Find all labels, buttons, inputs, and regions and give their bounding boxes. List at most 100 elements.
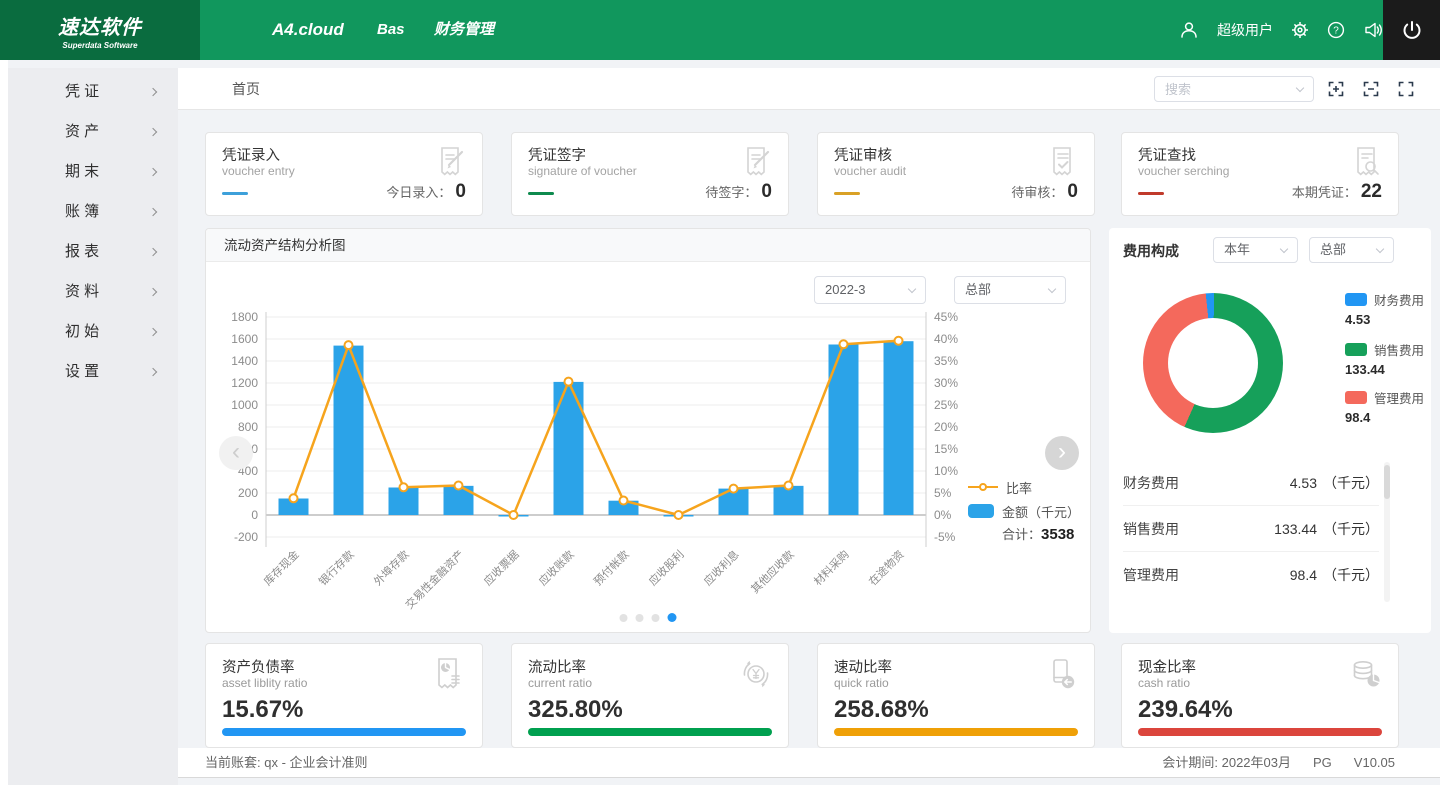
- chart-org-select[interactable]: 总部: [954, 276, 1066, 304]
- zoom-out-icon[interactable]: [1363, 81, 1379, 97]
- donut-legend-sales[interactable]: 销售费用 133.44: [1345, 340, 1431, 377]
- expense-row-admin[interactable]: 管理费用 98.4 （千元）: [1123, 552, 1379, 598]
- card-cash-ratio[interactable]: 现金比率 cash ratio 239.64%: [1121, 643, 1399, 748]
- sidebar-item-assets[interactable]: 资 产: [8, 112, 178, 152]
- sidebar-item-settings[interactable]: 设 置: [8, 352, 178, 392]
- scrollbar-thumb[interactable]: [1384, 465, 1390, 499]
- chart-period-select[interactable]: 2022-3: [814, 276, 926, 304]
- ratio-bar: [528, 728, 772, 736]
- expense-row-finance[interactable]: 财务费用 4.53 （千元）: [1123, 460, 1379, 506]
- donut-legend-admin[interactable]: 管理费用 98.4: [1345, 388, 1431, 425]
- bar-line-chart: 180016001400120010008006004002000-20045%…: [231, 310, 958, 610]
- sidebar-item-data[interactable]: 资 料: [8, 272, 178, 312]
- chevron-right-icon: [148, 287, 158, 297]
- row-label: 销售费用: [1123, 520, 1179, 537]
- sidebar-item-voucher[interactable]: 凭 证: [8, 72, 178, 112]
- svg-text:800: 800: [238, 420, 258, 434]
- sidebar-item-label: 凭 证: [65, 83, 100, 100]
- expense-list: 财务费用 4.53 （千元） 销售费用 133.44 （千元） 管理费用 98.4 （…: [1123, 460, 1379, 598]
- svg-text:?: ?: [1333, 26, 1339, 37]
- chevron-down-icon: [1295, 83, 1305, 93]
- nav-item-finance[interactable]: 财务管理: [434, 21, 495, 38]
- sidebar-item-ledgers[interactable]: 账 簿: [8, 192, 178, 232]
- nav-item-bas[interactable]: Bas: [377, 21, 405, 38]
- chevron-right-icon: [148, 167, 158, 177]
- ratio-value: 325.80%: [528, 696, 623, 723]
- help-icon[interactable]: ?: [1327, 21, 1345, 39]
- svg-text:应收票据: 应收票据: [481, 547, 522, 588]
- sidebar-item-period-end[interactable]: 期 末: [8, 152, 178, 192]
- current-account-set: 当前账套: qx - 企业会计准则: [205, 755, 368, 770]
- carousel-dot[interactable]: [667, 613, 677, 622]
- card-subtitle: current ratio: [528, 676, 593, 690]
- expense-period-select[interactable]: 本年: [1213, 237, 1298, 263]
- bar-swatch-icon: [968, 504, 994, 518]
- logout-power-button[interactable]: [1383, 0, 1440, 60]
- card-subtitle: voucher audit: [834, 164, 907, 178]
- user-icon[interactable]: [1179, 20, 1199, 40]
- donut-legend-finance[interactable]: 财务费用 4.53: [1345, 290, 1431, 327]
- svg-text:-5%: -5%: [934, 530, 956, 544]
- search-box[interactable]: [1154, 76, 1314, 102]
- svg-text:交易性金融资产: 交易性金融资产: [402, 547, 466, 610]
- card-title: 凭证查找: [1138, 148, 1196, 164]
- stat-label: 待签字：: [705, 185, 758, 200]
- legend-swatch-icon: [1345, 391, 1367, 404]
- fullscreen-icon[interactable]: [1398, 81, 1414, 97]
- legend-bar-item[interactable]: 金额（千元）: [968, 499, 1080, 523]
- carousel-prev-button[interactable]: ‹: [219, 436, 253, 470]
- row-label: 管理费用: [1123, 567, 1179, 583]
- card-current-ratio[interactable]: 流动比率 current ratio 325.80%: [511, 643, 789, 748]
- legend-label: 比率: [1006, 480, 1033, 496]
- expense-org-select[interactable]: 总部: [1309, 237, 1394, 263]
- stat-label: 今日录入：: [386, 185, 452, 200]
- svg-text:应收利息: 应收利息: [701, 547, 742, 588]
- svg-text:库存现金: 库存现金: [261, 547, 302, 588]
- sidebar-item-label: 设 置: [65, 363, 100, 380]
- speaker-icon[interactable]: [1363, 20, 1383, 40]
- tab-bar: 首页: [178, 68, 1440, 110]
- card-title: 流动比率: [528, 660, 586, 676]
- sidebar-item-initial[interactable]: 初 始: [8, 312, 178, 352]
- carousel-next-button[interactable]: ›: [1045, 436, 1079, 470]
- chevron-right-icon: [148, 367, 158, 377]
- card-voucher-signature[interactable]: 凭证签字 signature of voucher 待签字： 0: [511, 132, 789, 216]
- carousel-dot[interactable]: [635, 613, 644, 622]
- tab-home[interactable]: 首页: [232, 81, 260, 97]
- current-username[interactable]: 超级用户: [1217, 22, 1273, 38]
- carousel-dots: [619, 613, 677, 622]
- chart-title: 流动资产结构分析图: [206, 229, 1090, 262]
- chevron-down-icon: [1375, 244, 1385, 254]
- search-input[interactable]: [1155, 77, 1275, 101]
- svg-text:1800: 1800: [231, 310, 258, 324]
- expense-row-sales[interactable]: 销售费用 133.44 （千元）: [1123, 506, 1379, 552]
- svg-text:其他应收款: 其他应收款: [748, 547, 797, 596]
- sidebar-item-label: 初 始: [65, 323, 100, 340]
- svg-text:40%: 40%: [934, 332, 958, 346]
- sidebar-item-reports[interactable]: 报 表: [8, 232, 178, 272]
- card-subtitle: asset liblity ratio: [222, 676, 308, 690]
- svg-text:-200: -200: [234, 530, 258, 544]
- card-asset-liability-ratio[interactable]: 资产负债率 asset liblity ratio 15.67%: [205, 643, 483, 748]
- nav-item-a4cloud[interactable]: A4.cloud: [272, 20, 344, 39]
- svg-text:外埠存款: 外埠存款: [371, 547, 412, 588]
- card-subtitle: voucher entry: [222, 164, 295, 178]
- legend-line-item[interactable]: 比率: [968, 475, 1080, 499]
- svg-text:5%: 5%: [934, 486, 952, 500]
- zoom-in-icon[interactable]: [1328, 81, 1344, 97]
- total-label: 合计：: [1002, 527, 1042, 542]
- top-header: 速达软件 Superdata Software A4.cloud Bas 财务管…: [0, 0, 1440, 60]
- svg-text:应收股利: 应收股利: [646, 547, 687, 588]
- row-value-group: 133.44 （千元）: [1274, 519, 1379, 539]
- card-title: 现金比率: [1138, 660, 1196, 676]
- legend-label: 销售费用: [1374, 344, 1425, 358]
- doc-sign-icon: [738, 143, 776, 186]
- svg-text:预付帐款: 预付帐款: [591, 547, 632, 588]
- gear-icon[interactable]: [1291, 21, 1309, 39]
- carousel-dot[interactable]: [651, 613, 660, 622]
- card-quick-ratio[interactable]: 速动比率 quick ratio 258.68%: [817, 643, 1095, 748]
- card-voucher-entry[interactable]: 凭证录入 voucher entry 今日录入： 0: [205, 132, 483, 216]
- carousel-dot[interactable]: [619, 613, 628, 622]
- card-voucher-audit[interactable]: 凭证审核 voucher audit 待审核： 0: [817, 132, 1095, 216]
- card-voucher-search[interactable]: 凭证查找 voucher serching 本期凭证： 22: [1121, 132, 1399, 216]
